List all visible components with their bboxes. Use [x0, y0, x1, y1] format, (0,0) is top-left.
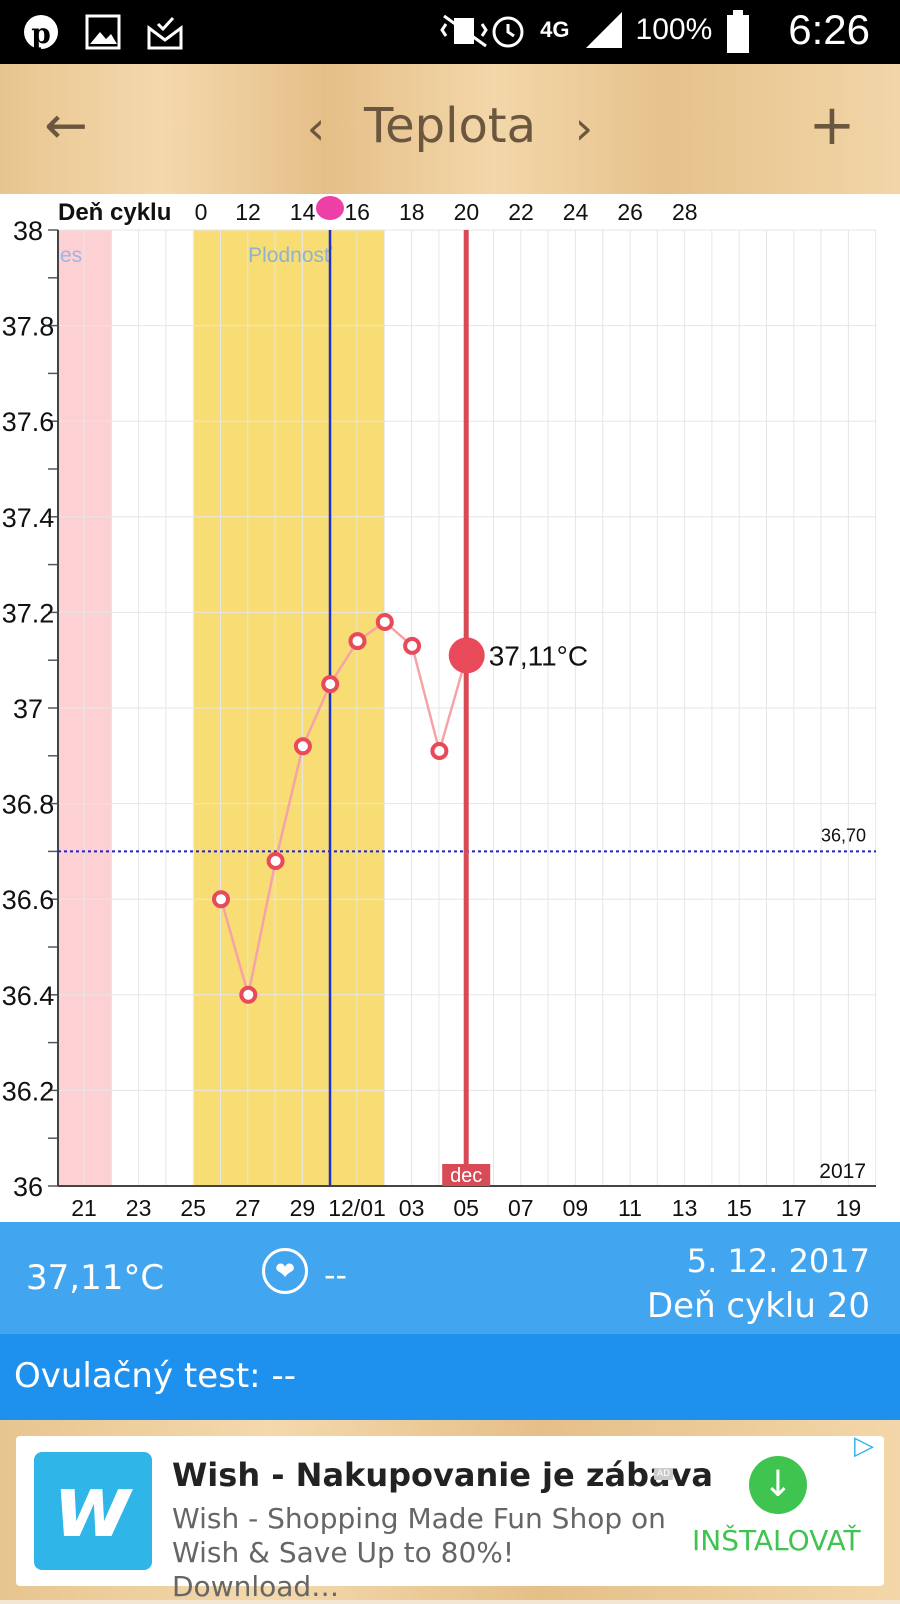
y-tick-label: 36.4 [2, 981, 55, 1011]
battery-icon [726, 10, 764, 53]
cycle-tick-label: 0 [195, 199, 208, 225]
data-point [375, 612, 394, 631]
temperature-value: 37,11°C [26, 1258, 165, 1298]
date-tick-label: 12/01 [328, 1195, 386, 1221]
date-tick-label: 27 [235, 1195, 261, 1221]
month-label: dec [450, 1165, 482, 1187]
data-point [430, 742, 449, 761]
data-point [293, 737, 312, 756]
date-tick-label: 05 [453, 1195, 479, 1221]
cycle-day-label: Deň cyklu 20 [646, 1286, 870, 1326]
ad-description[interactable]: Wish - Shopping Made Fun Shop on Wish & … [172, 1502, 666, 1603]
y-tick-label: 37.4 [2, 503, 55, 533]
alarm-icon [488, 10, 526, 50]
date-tick-label: 03 [399, 1195, 425, 1221]
cycle-tick-label: 22 [508, 199, 534, 225]
ovulation-marker [316, 196, 344, 220]
date-tick-label: 19 [836, 1195, 862, 1221]
mail-check-icon [146, 12, 184, 52]
date-tick-label: 13 [672, 1195, 698, 1221]
previous-chevron-icon[interactable]: ‹ [306, 101, 326, 155]
y-tick-label: 37.6 [2, 407, 55, 437]
next-chevron-icon[interactable]: › [574, 101, 594, 155]
selected-point [448, 637, 485, 674]
heart-icon[interactable]: ❤ [262, 1248, 308, 1294]
y-tick-label: 36.2 [2, 1076, 55, 1106]
cycle-tick-label: 26 [617, 199, 643, 225]
coverline-label: 36,70 [821, 825, 866, 845]
date-tick-label: 21 [71, 1195, 97, 1221]
vibrate-mute-icon [436, 10, 488, 50]
date-tick-label: 17 [781, 1195, 807, 1221]
y-tick-label: 38 [13, 216, 43, 246]
y-tick-label: 37.8 [2, 312, 55, 342]
data-point [321, 675, 340, 694]
y-tick-label: 36 [13, 1172, 43, 1202]
date-tick-label: 25 [180, 1195, 206, 1221]
page-title: Teplota [363, 98, 537, 154]
network-type-label: 4G [540, 17, 570, 42]
y-tick-label: 37 [13, 694, 43, 724]
cycle-axis-label: Deň cyklu [58, 199, 171, 226]
month-label-bg [442, 1164, 491, 1186]
battery-percent: 100% [635, 13, 713, 46]
ovulation-test-label: Ovulačný test: -- [14, 1356, 296, 1396]
date-tick-label: 15 [726, 1195, 752, 1221]
cycle-tick-label: 16 [344, 199, 370, 225]
day-info-panel: 37,11°C ❤ -- 5. 12. 2017 Deň cyklu 20 [0, 1222, 900, 1334]
data-point [212, 890, 230, 909]
install-button[interactable]: INŠTALOVAŤ [692, 1524, 861, 1557]
data-point [403, 636, 422, 655]
gallery-icon [84, 12, 122, 52]
ad-badge: AD [654, 1468, 674, 1480]
y-tick-label: 37.2 [2, 598, 55, 628]
cycle-tick-label: 12 [235, 199, 261, 225]
cycle-tick-label: 28 [672, 199, 698, 225]
y-tick-label: 36.8 [2, 790, 55, 820]
cycle-tick-label: 24 [563, 199, 589, 225]
status-bar: p 4G 100% 6:26 [0, 0, 900, 64]
temperature-line [219, 620, 468, 996]
signal-icon [584, 10, 622, 50]
date-tick-label: 29 [290, 1195, 316, 1221]
year-label: 2017 [819, 1160, 866, 1183]
date-tick-label: 07 [508, 1195, 534, 1221]
svg-text:p: p [31, 17, 51, 50]
temperature-chart[interactable]: 38 37.8 37.6 37.4 37.2 37 36.8 36.6 36.4 36.2 36 es… [0, 194, 900, 1222]
ad-banner[interactable]: w Wish - Nakupovanie je zábava AD Wish -… [16, 1431, 884, 1603]
wish-logo-icon[interactable]: w [34, 1452, 152, 1570]
cycle-tick-label: 18 [399, 199, 425, 225]
selected-point-label: 37,11°C [489, 640, 588, 671]
adchoices-icon[interactable]: ▷ [854, 1431, 874, 1461]
chart-svg[interactable]: 38 37.8 37.6 37.4 37.2 37 36.8 36.6 36.4 36.2 36 es… [0, 194, 900, 1222]
add-icon[interactable]: + [808, 93, 856, 158]
data-point [239, 985, 258, 1004]
date-tick-label: 23 [126, 1195, 152, 1221]
fertility-label: Plodnosť [248, 244, 333, 267]
back-arrow-icon[interactable]: ← [44, 96, 88, 156]
date-tick-label: 11 [618, 1195, 642, 1221]
data-point [348, 632, 367, 651]
heart-value: -- [324, 1256, 348, 1294]
ovulation-test-row[interactable]: Ovulačný test: -- [0, 1334, 900, 1420]
clock: 6:26 [788, 6, 870, 53]
cycle-tick-label: 20 [454, 199, 480, 225]
period-label: es [60, 244, 82, 267]
download-icon[interactable]: ↓ [749, 1456, 807, 1514]
ad-title[interactable]: Wish - Nakupovanie je zábava [172, 1456, 714, 1494]
cycle-tick-label: 14 [290, 199, 316, 225]
toolbar: ← ‹ Teplota › + [0, 64, 900, 197]
date-tick-label: 09 [563, 1195, 589, 1221]
pinterest-icon: p [22, 12, 60, 52]
data-point [266, 851, 285, 870]
y-tick-label: 36.6 [2, 885, 55, 915]
date-label: 5. 12. 2017 [686, 1242, 870, 1280]
